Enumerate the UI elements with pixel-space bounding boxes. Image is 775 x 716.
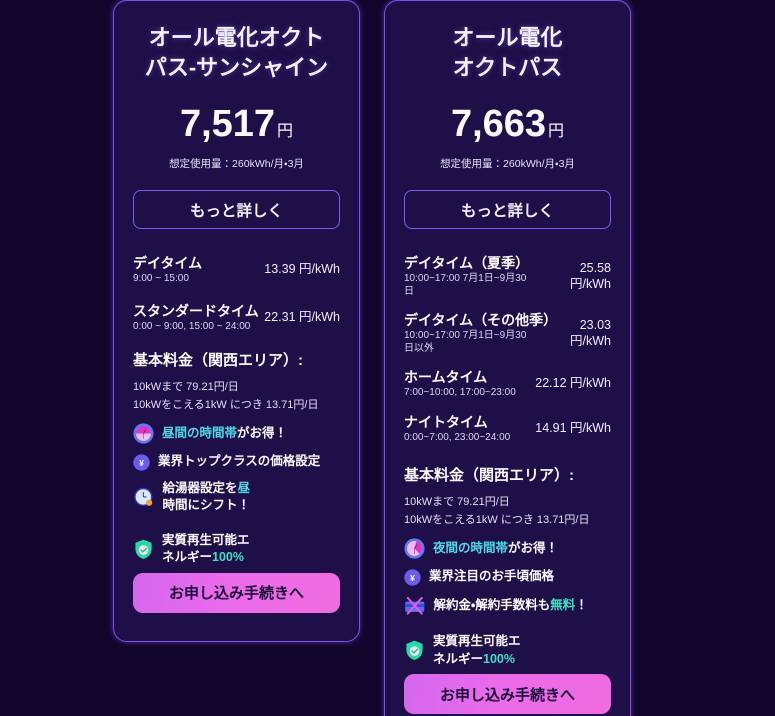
- svg-text:¥: ¥: [410, 572, 415, 582]
- svg-text:¥: ¥: [139, 457, 144, 467]
